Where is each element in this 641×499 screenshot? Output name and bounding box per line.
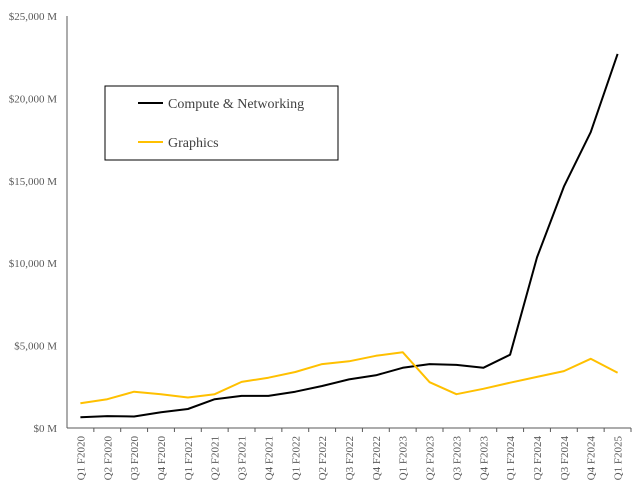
- x-tick-label: Q1 F2024: [505, 436, 517, 481]
- legend-label-compute-networking: Compute & Networking: [168, 97, 304, 112]
- x-tick-label: Q3 F2020: [129, 436, 141, 481]
- x-tick-label: Q1 F2020: [75, 436, 87, 481]
- x-tick-label: Q1 F2023: [398, 436, 410, 481]
- legend: Compute & Networking Graphics: [104, 85, 339, 161]
- x-tick-label: Q3 F2023: [451, 436, 463, 481]
- legend-label-graphics: Graphics: [168, 136, 219, 151]
- x-tick-label: Q2 F2020: [102, 436, 114, 481]
- x-axis-labels: Q1 F2020 Q2 F2020 Q3 F2020 Q4 F2020 Q1 F2021…: [75, 428, 632, 481]
- x-tick-label: Q4 F2024: [586, 436, 598, 481]
- x-tick-label: Q4 F2023: [478, 436, 490, 481]
- x-tick-label: Q3 F2022: [344, 436, 356, 480]
- x-tick-label: Q1 F2022: [290, 436, 302, 480]
- series-line-compute-networking: [80, 53, 619, 419]
- x-tick-label: Q2 F2024: [532, 436, 544, 481]
- y-tick-label: $15,000 M: [9, 176, 58, 188]
- y-tick-label: $25,000 M: [9, 11, 58, 23]
- x-tick-label: Q4 F2020: [156, 436, 168, 481]
- x-tick-label: Q1 F2025: [613, 436, 625, 481]
- legend-box: [104, 85, 339, 161]
- y-tick-label: $5,000 M: [14, 341, 57, 353]
- y-tick-label: $20,000 M: [9, 93, 58, 105]
- x-tick-label: Q4 F2022: [371, 436, 383, 480]
- y-tick-label: $10,000 M: [9, 258, 58, 270]
- x-tick-label: Q2 F2021: [210, 436, 222, 480]
- x-tick-label: Q3 F2024: [559, 436, 571, 481]
- x-tick-label: Q2 F2022: [317, 436, 329, 480]
- x-tick-label: Q2 F2023: [425, 436, 437, 481]
- x-tick-label: Q3 F2021: [237, 436, 249, 480]
- x-tick-label: Q4 F2021: [263, 436, 275, 480]
- x-tick-label: Q1 F2021: [183, 436, 195, 480]
- series-line-graphics: [80, 351, 619, 405]
- y-axis-labels: $0 M $5,000 M $10,000 M $15,000 M $20,000 M $…: [9, 11, 58, 435]
- y-tick-label: $0 M: [33, 423, 57, 435]
- series-lines: [80, 53, 619, 419]
